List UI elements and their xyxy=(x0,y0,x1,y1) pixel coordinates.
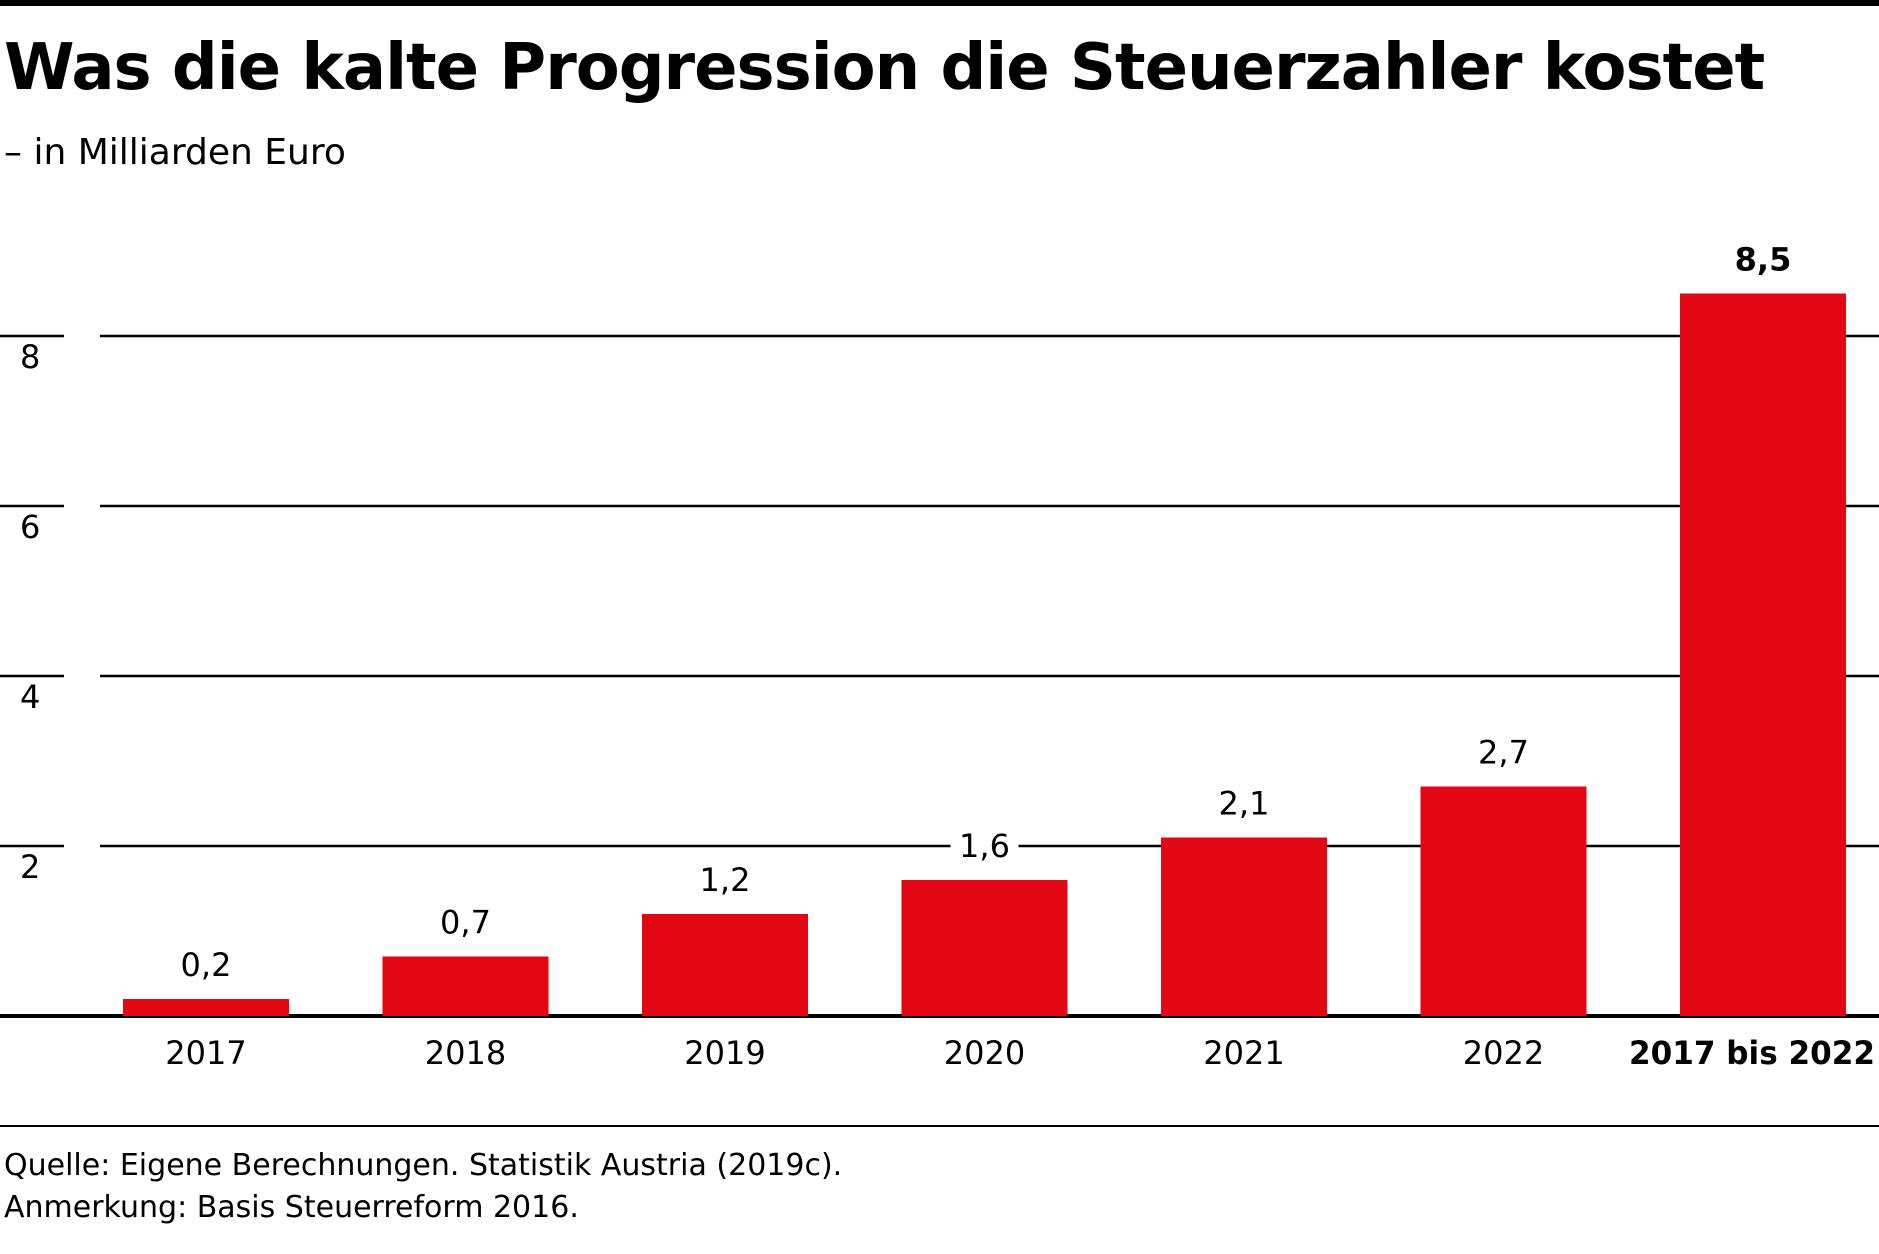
category-label: 2019 xyxy=(684,1034,765,1072)
value-label-knockout xyxy=(691,863,759,899)
value-label-knockout xyxy=(172,948,240,984)
bar-2021 xyxy=(1161,837,1327,1016)
top-rule xyxy=(0,0,1879,6)
y-tick-label: 2 xyxy=(20,848,40,886)
value-label: 0,7 xyxy=(440,904,491,942)
category-label: 2022 xyxy=(1463,1034,1544,1072)
value-label: 8,5 xyxy=(1735,241,1792,279)
value-label-knockout xyxy=(431,905,500,942)
value-label-knockout xyxy=(1210,786,1278,823)
bar-2020 xyxy=(901,880,1068,1016)
y-tick-label: 6 xyxy=(20,508,40,546)
bar-2017 xyxy=(123,999,289,1016)
category-label: 2020 xyxy=(944,1034,1025,1072)
footer-rule xyxy=(0,1125,1879,1127)
bar-2022 xyxy=(1420,786,1587,1016)
y-tick-label: 4 xyxy=(20,678,40,716)
category-label: 2018 xyxy=(425,1034,506,1072)
bar-2019 xyxy=(642,914,808,1016)
value-label: 1,6 xyxy=(959,827,1010,865)
value-label: 2,1 xyxy=(1219,785,1270,823)
value-label-knockout xyxy=(950,829,1019,865)
bar-chart: 2 4 6 8 0,2 2017 0,7 2018 1,2 2019 1,6 2020 2,1 2021 2… xyxy=(0,241,1879,1072)
category-label: 2017 xyxy=(165,1034,246,1072)
category-label: 2021 xyxy=(1203,1034,1284,1072)
chart-title: Was die kalte Progression die Steuerzahl… xyxy=(4,31,1765,105)
value-label-knockout xyxy=(1729,242,1797,279)
value-label-knockout xyxy=(1469,735,1538,772)
source-note: Quelle: Eigene Berechnungen. Statistik A… xyxy=(4,1148,843,1183)
value-label: 1,2 xyxy=(700,861,751,899)
chart-subtitle: – in Milliarden Euro xyxy=(4,132,346,173)
remark-note: Anmerkung: Basis Steuerreform 2016. xyxy=(4,1190,579,1225)
bar-2017-bis-2022 xyxy=(1680,293,1846,1016)
value-label: 0,2 xyxy=(181,946,232,984)
bar-2018 xyxy=(382,956,549,1016)
value-label: 2,7 xyxy=(1478,734,1529,772)
category-label: 2017 bis 2022 xyxy=(1629,1034,1875,1072)
y-tick-label: 8 xyxy=(20,338,40,376)
